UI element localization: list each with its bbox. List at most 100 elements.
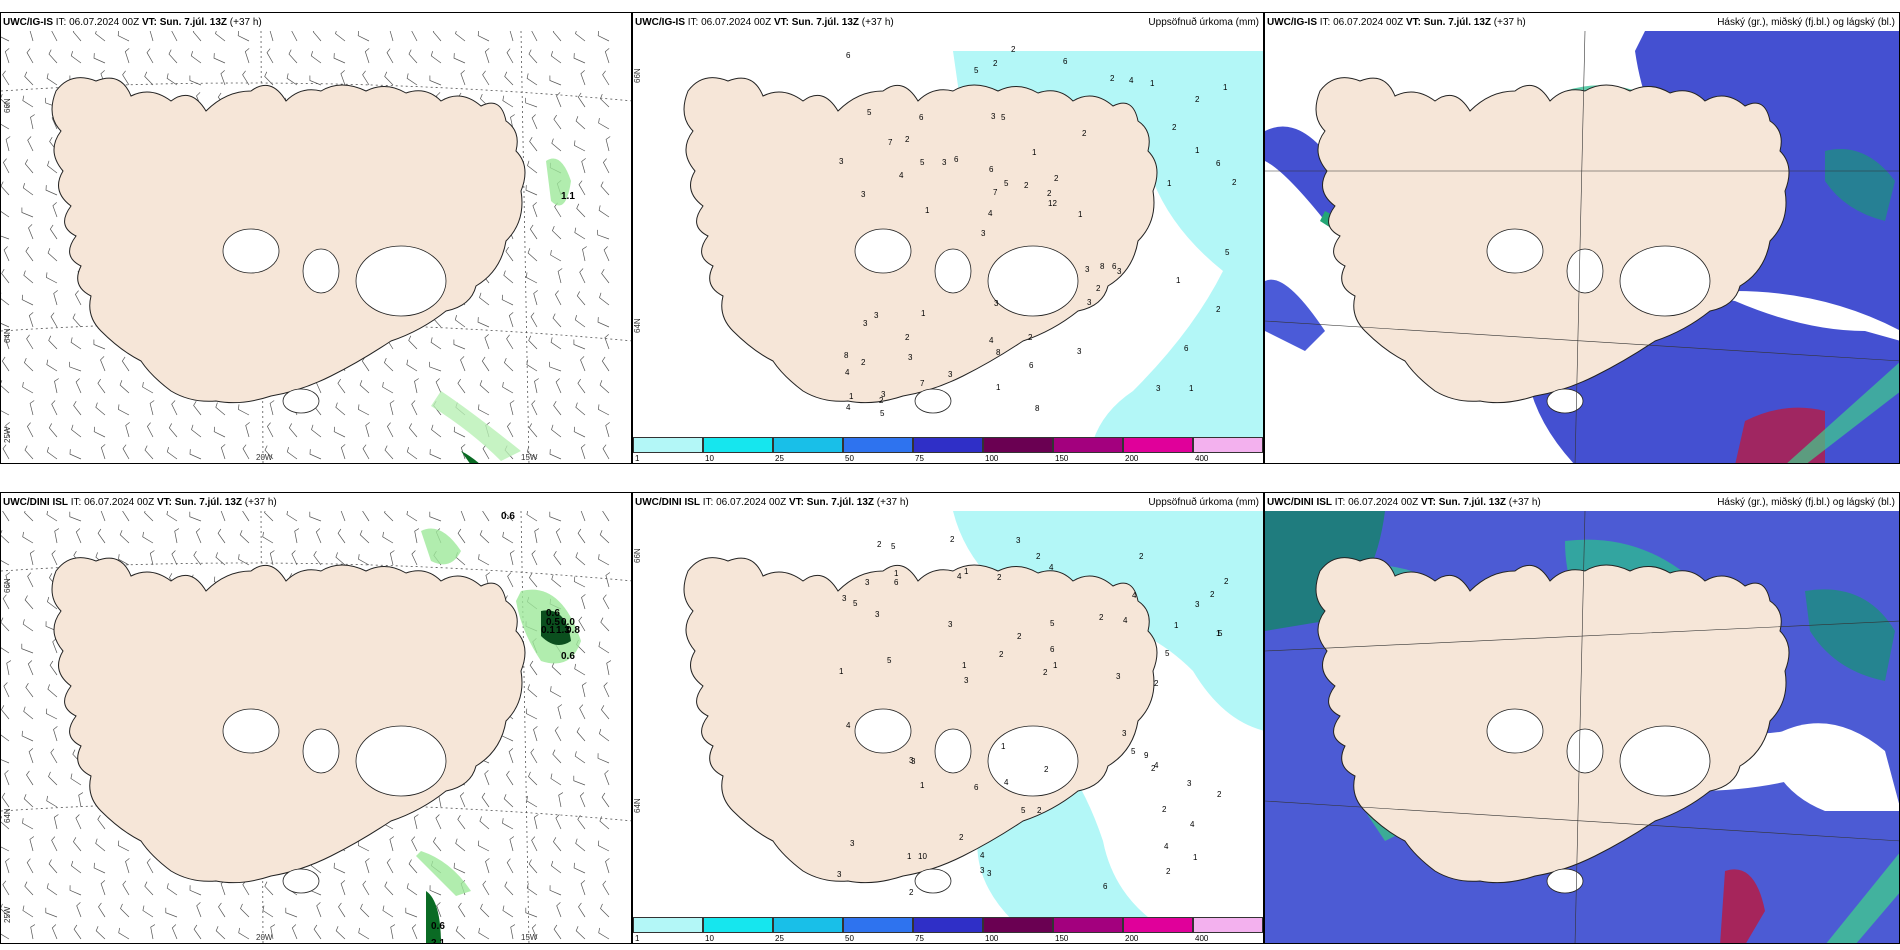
- wind-barb: [122, 880, 130, 896]
- legend-swatch: [703, 437, 773, 453]
- wind-barb: [577, 528, 586, 544]
- lon-label-20w: 20W: [256, 933, 273, 942]
- wind-barb: [484, 334, 490, 350]
- panel-precip-top: UWC/IG-IS IT: 06.07.2024 00Z VT: Sun. 7.…: [632, 12, 1264, 464]
- precip-value: 3: [909, 756, 914, 765]
- wind-barb: [386, 48, 394, 64]
- wind-barb: [454, 315, 466, 328]
- glacier: [854, 228, 912, 274]
- legend-swatch: [1193, 437, 1263, 453]
- wind-barb: [460, 356, 466, 372]
- legend-swatch: [913, 917, 983, 933]
- legend-tick: 400: [1195, 934, 1209, 943]
- wind-barb: [362, 70, 370, 86]
- wind-barb: [73, 924, 82, 940]
- precip-value: 2: [1011, 45, 1016, 54]
- wind-barb: [485, 858, 490, 874]
- wind-barb: [27, 572, 34, 588]
- wind-barb: [5, 572, 11, 588]
- wind-barb: [479, 380, 490, 394]
- wind-barb: [118, 554, 130, 566]
- precip-value: 4: [1123, 616, 1128, 625]
- wind-barb: [291, 924, 298, 940]
- wind-barb: [602, 511, 610, 522]
- precip-value: 6: [954, 155, 959, 164]
- legend-swatch: [1123, 437, 1193, 453]
- wind-barb: [149, 400, 155, 416]
- precip-value: 6: [1184, 344, 1189, 353]
- wind-barb: [238, 554, 250, 566]
- wind-barb: [196, 902, 202, 918]
- it-value: 06.07.2024 00Z: [84, 497, 155, 508]
- wind-barb: [242, 70, 250, 86]
- wind-barb: [453, 53, 466, 64]
- glacier: [1566, 728, 1604, 774]
- wind-barb: [506, 770, 514, 786]
- wind-barb: [482, 70, 490, 86]
- wind-barb: [220, 511, 226, 522]
- wind-barb: [95, 926, 106, 940]
- legend-tick: 200: [1125, 934, 1139, 943]
- wind-barb: [484, 770, 490, 786]
- wind-value: 0.6: [501, 511, 515, 522]
- vt-label: VT:: [773, 17, 789, 28]
- wind-barb: [171, 924, 178, 940]
- wind-barb: [95, 402, 106, 416]
- wind-barb: [1, 530, 10, 544]
- wind-barb: [576, 291, 586, 306]
- precip-value: 4: [1164, 842, 1169, 851]
- wind-barb: [580, 880, 586, 896]
- wind-barb: [533, 814, 539, 830]
- wind-barb: [362, 444, 370, 460]
- wind-barb: [100, 880, 106, 896]
- precip-value: 5: [867, 108, 872, 117]
- wind-barb: [550, 51, 562, 64]
- wind-barb: [46, 795, 58, 808]
- precip-legend: 1 10 25 50 75 100 150 200 400: [633, 917, 1263, 943]
- precip-value: 4: [1004, 778, 1009, 787]
- wind-barb: [502, 818, 514, 830]
- wind-barb: [24, 445, 34, 460]
- header-wind-top: UWC/IG-IS IT: 06.07.2024 00Z VT: Sun. 7.…: [3, 17, 262, 28]
- wind-barb: [75, 814, 82, 830]
- wind-barb: [365, 422, 370, 438]
- wind-barb: [29, 836, 35, 852]
- wind-barb: [29, 550, 35, 566]
- wind-barb: [93, 339, 106, 350]
- precip-value: 1: [1032, 148, 1037, 157]
- wind-barb: [578, 616, 586, 632]
- lat-label-66n: 66N: [633, 548, 642, 563]
- cloud-title: Háský (gr.), miðský (fj.bl.) og lágský (…: [1717, 497, 1895, 508]
- wind-barb: [411, 924, 418, 940]
- precip-value: 10: [918, 852, 927, 861]
- wind-barb: [316, 902, 322, 918]
- wind-barb: [580, 356, 586, 372]
- iceland-outline: [683, 77, 1158, 404]
- wind-barb: [484, 48, 490, 64]
- legend-swatch: [843, 437, 913, 453]
- wind-barb: [503, 794, 514, 808]
- glacier: [222, 228, 280, 274]
- wind-barb: [22, 619, 34, 632]
- wind-barb: [313, 924, 322, 940]
- wind-barb: [1, 380, 10, 394]
- wind-barb: [504, 881, 514, 896]
- wind-barb: [312, 31, 322, 42]
- precip-value: 4: [1049, 563, 1054, 572]
- it-label: IT:: [1334, 497, 1346, 508]
- wind-barb: [598, 205, 610, 218]
- wind-barb: [557, 268, 563, 284]
- wind-barb: [383, 357, 394, 372]
- wind-barb: [27, 660, 34, 676]
- wind-barb: [313, 551, 322, 566]
- glacier: [222, 708, 280, 754]
- precip-title: Uppsöfnuð úrkoma (mm): [1148, 497, 1259, 508]
- wind-barb: [384, 511, 394, 522]
- wind-barb: [48, 49, 58, 64]
- wind-barb: [581, 158, 586, 174]
- precip-value: 2: [1224, 577, 1229, 586]
- wind-barb: [552, 749, 562, 764]
- wind-barb: [382, 382, 394, 394]
- glacier: [1566, 248, 1604, 294]
- legend-tick: 150: [1055, 934, 1069, 943]
